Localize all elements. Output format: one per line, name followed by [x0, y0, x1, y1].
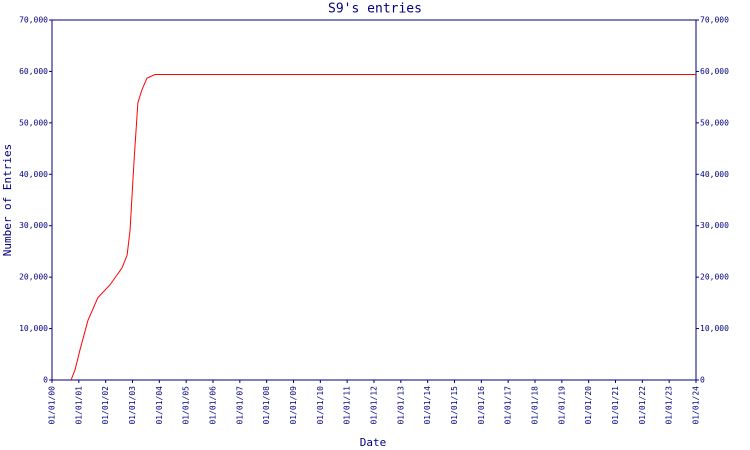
x-tick-label: 01/01/19 — [557, 386, 566, 425]
y-tick-label: 60,000 — [19, 67, 48, 76]
y-tick-label: 10,000 — [19, 324, 48, 333]
y2-tick-label: 50,000 — [700, 118, 729, 127]
y2-tick-label: 30,000 — [700, 221, 729, 230]
chart-title: S9's entries — [328, 2, 422, 17]
y2-tick-label: 10,000 — [700, 324, 729, 333]
x-tick-label: 01/01/16 — [477, 386, 486, 425]
y2-tick-label: 0 — [700, 376, 705, 385]
x-tick-label: 01/01/09 — [289, 386, 298, 425]
y2-tick-label: 20,000 — [700, 273, 729, 282]
x-tick-label: 01/01/22 — [638, 386, 647, 425]
data-line — [70, 74, 696, 381]
y2-tick-label: 70,000 — [700, 16, 729, 25]
y-tick-label: 0 — [43, 376, 48, 385]
x-tick-label: 01/01/07 — [235, 386, 244, 425]
y-tick-label: 40,000 — [19, 170, 48, 179]
x-tick-label: 01/01/24 — [692, 386, 701, 425]
x-tick-label: 01/01/23 — [665, 386, 674, 425]
plot-frame — [51, 19, 697, 381]
y-tick-label: 30,000 — [19, 221, 48, 230]
y2-tick-label: 40,000 — [700, 170, 729, 179]
x-tick-label: 01/01/10 — [316, 386, 325, 425]
x-tick-label: 01/01/20 — [584, 386, 593, 425]
x-tick-label: 01/01/03 — [128, 386, 137, 425]
x-tick-label: 01/01/01 — [74, 386, 83, 425]
x-axis-label: Date — [360, 436, 387, 449]
y2-tick-label: 60,000 — [700, 67, 729, 76]
x-tick-label: 01/01/00 — [48, 386, 57, 425]
x-tick-label: 01/01/11 — [343, 386, 352, 425]
x-tick-label: 01/01/14 — [423, 386, 432, 425]
y-tick-label: 20,000 — [19, 273, 48, 282]
x-tick-label: 01/01/12 — [370, 386, 379, 425]
x-tick-label: 01/01/15 — [450, 386, 459, 425]
x-tick-label: 01/01/18 — [531, 386, 540, 425]
x-tick-label: 01/01/04 — [155, 386, 164, 425]
y-tick-label: 70,000 — [19, 16, 48, 25]
x-tick-label: 01/01/13 — [396, 386, 405, 425]
y-tick-label: 50,000 — [19, 118, 48, 127]
x-tick-label: 01/01/05 — [182, 386, 191, 425]
x-tick-label: 01/01/02 — [101, 386, 110, 425]
x-tick-label: 01/01/08 — [262, 386, 271, 425]
x-tick-label: 01/01/21 — [611, 386, 620, 425]
x-tick-label: 01/01/17 — [504, 386, 513, 425]
x-tick-label: 01/01/06 — [209, 386, 218, 425]
y-axis-label: Number of Entries — [1, 144, 14, 257]
